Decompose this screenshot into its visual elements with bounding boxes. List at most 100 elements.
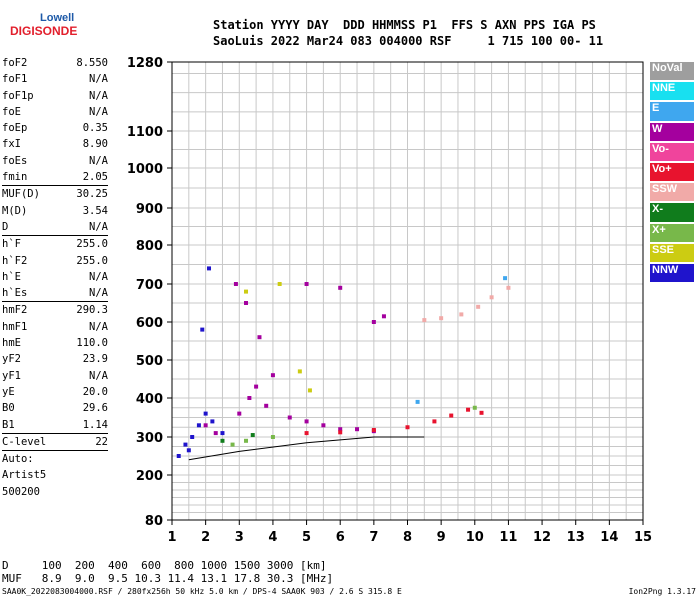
param-value: N/A	[89, 154, 108, 167]
param-value: N/A	[89, 270, 108, 283]
param-row: yE 20.0	[2, 384, 108, 400]
param-value: N/A	[89, 287, 108, 300]
legend-item: X-	[650, 203, 694, 224]
param-row: foEs N/A	[2, 153, 108, 169]
param-row: foF2 8.550	[2, 55, 108, 71]
x-tick-label: 12	[533, 530, 551, 545]
echo-point	[183, 442, 188, 447]
echo-point	[220, 431, 225, 436]
x-tick-label: 11	[499, 530, 517, 545]
echo-point	[415, 399, 420, 404]
param-value: 30.25	[76, 188, 108, 201]
param-row: h`E N/A	[2, 269, 108, 285]
x-tick-label: 3	[235, 530, 244, 545]
param-value: 1.14	[82, 418, 108, 431]
echo-point	[489, 295, 494, 300]
echo-point	[449, 413, 454, 418]
param-label: M(D)	[2, 204, 28, 217]
param-value: N/A	[89, 73, 108, 86]
param-label: MUF(D)	[2, 188, 40, 201]
echo-point	[338, 285, 343, 290]
echo-point	[186, 448, 191, 453]
legend-item: W	[650, 122, 694, 143]
param-row: fxI 8.90	[2, 136, 108, 152]
legend-item: NoVal	[650, 62, 694, 83]
echo-point	[220, 438, 225, 443]
echo-point	[203, 411, 208, 416]
param-value: N/A	[89, 105, 108, 118]
x-tick-label: 14	[600, 530, 618, 545]
echo-point	[338, 430, 343, 435]
param-label: foF1	[2, 73, 28, 86]
legend-item: SSW	[650, 183, 694, 204]
legend-item: E	[650, 102, 694, 123]
echo-point	[503, 276, 508, 281]
echo-point	[355, 427, 360, 432]
param-row: h`Es N/A	[2, 285, 108, 301]
param-row: C-level 22	[2, 432, 108, 450]
echo-point	[338, 427, 343, 432]
param-label: foF1p	[2, 89, 34, 102]
param-label: h`F	[2, 238, 21, 251]
param-value: 2.05	[82, 171, 108, 184]
y-tick-label: 600	[136, 316, 163, 331]
echo-point	[237, 411, 242, 416]
echo-point	[244, 301, 249, 305]
x-tick-label: 8	[403, 530, 412, 545]
param-label: yE	[2, 385, 15, 398]
param-value: 290.3	[76, 304, 108, 317]
y-tick-label: 1100	[127, 125, 163, 140]
polarization-legend: NoVal NNE E W Vo- Vo+ SSW X- X+ SSE NNW	[650, 62, 694, 285]
echo-point	[200, 327, 205, 332]
param-label: yF1	[2, 369, 21, 382]
x-tick-label: 5	[302, 530, 311, 545]
x-tick-label: 9	[437, 530, 446, 545]
legend-item: SSE	[650, 243, 694, 264]
echo-point	[244, 289, 249, 294]
legend-item: NNE	[650, 82, 694, 103]
param-value: 3.54	[82, 204, 108, 217]
param-value: N/A	[89, 89, 108, 102]
echo-point	[277, 282, 282, 286]
param-value: 29.6	[82, 402, 108, 415]
footer-distance-row: D 100 200 400 600 800 1000 1500 3000 [km…	[2, 559, 327, 572]
legend-item: X+	[650, 223, 694, 244]
echo-point	[381, 314, 386, 319]
param-value: N/A	[89, 369, 108, 382]
param-value: N/A	[89, 220, 108, 233]
param-label: fmin	[2, 171, 28, 184]
auto-info-line: Auto:	[2, 450, 108, 467]
y-tick-label: 400	[136, 392, 163, 407]
param-row: h`F2 255.0	[2, 253, 108, 269]
param-row: M(D) 3.54	[2, 203, 108, 219]
auto-info-line: Artist5	[2, 469, 47, 482]
legend-item: Vo+	[650, 162, 694, 184]
f2-trace-line	[188, 436, 425, 461]
param-row: yF1 N/A	[2, 368, 108, 384]
param-label: B0	[2, 402, 15, 415]
echo-point	[304, 431, 309, 436]
param-row: yF2 23.9	[2, 351, 108, 367]
y-tick-label: 500	[136, 354, 163, 369]
echo-point	[247, 396, 252, 400]
param-row: foEp 0.35	[2, 120, 108, 136]
echo-point	[257, 335, 262, 340]
footer-version: Ion2Png 1.3.17	[628, 587, 696, 596]
echo-point	[297, 369, 302, 374]
y-tick-label: 800	[136, 239, 163, 254]
param-row: hmF1 N/A	[2, 319, 108, 335]
y-tick-label: 200	[136, 469, 163, 484]
param-value: N/A	[89, 320, 108, 333]
y-tick-label: 900	[136, 202, 163, 217]
echo-point	[264, 403, 269, 408]
param-label: hmE	[2, 337, 21, 350]
echo-point	[304, 282, 309, 286]
echo-point	[466, 407, 471, 412]
x-tick-label: 2	[201, 530, 210, 545]
x-tick-label: 15	[634, 530, 652, 545]
logo-lowell: Lowell	[40, 12, 75, 24]
param-value: 255.0	[76, 238, 108, 251]
x-tick-label: 1	[167, 530, 176, 545]
echo-point	[422, 318, 427, 323]
echo-point	[230, 442, 235, 447]
